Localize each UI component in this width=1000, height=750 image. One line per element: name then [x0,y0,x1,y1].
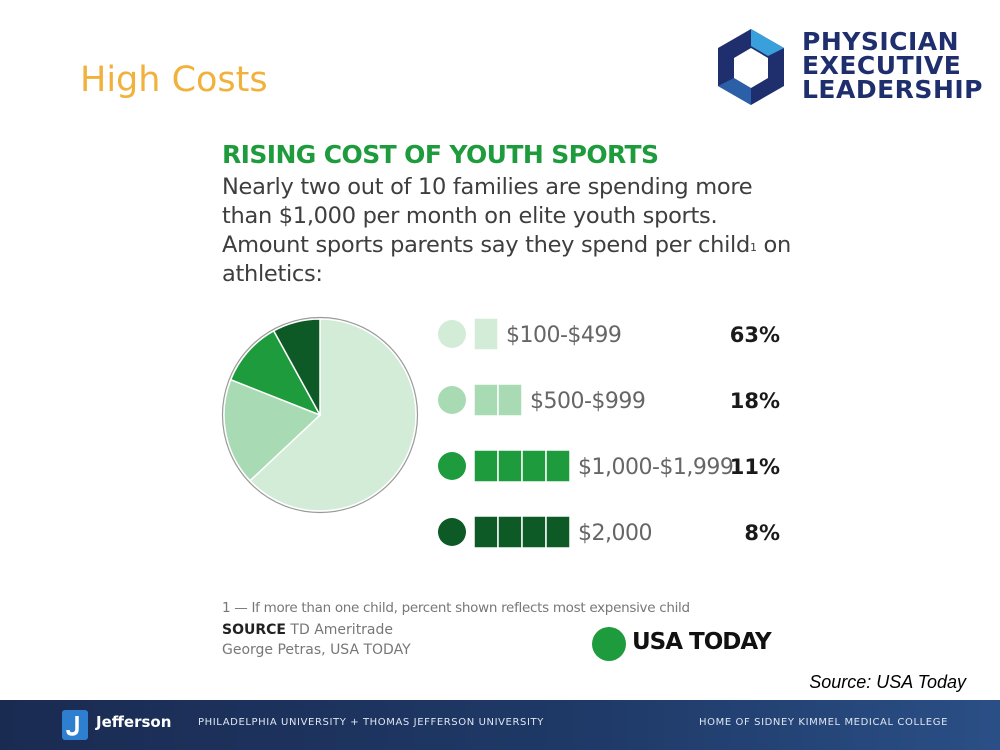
legend-bar-segment-500-999 [473,383,499,417]
source-value: TD Ameritrade [285,622,394,638]
cost-pie-chart [221,316,419,514]
legend-bar-segment-2-000 [497,515,523,549]
infographic-subtitle: Nearly two out of 10 families are spendi… [222,173,802,289]
legend-percent-500-999: 18% [730,389,780,413]
legend-bar-segment-1-000-1-999 [473,449,499,483]
logo-line-1: PHYSICIAN [802,27,960,56]
legend-bar-segment-2-000 [545,515,571,549]
footer-bar: Jefferson PHILADELPHIA UNIVERSITY + THOM… [0,700,1000,750]
pie-slice-500-999 [223,378,322,482]
legend-label-500-999: $500-$999 [530,389,645,414]
jefferson-j-icon [62,710,88,740]
footnote: 1 — If more than one child, percent show… [222,600,690,616]
cost-legend: $100-$499 63% $500-$999 18% $1,000-$1,99911%… [438,317,780,549]
legend-dot-100-499 [438,320,466,348]
infographic-title: RISING COST OF YOUTH SPORTS [222,140,659,169]
source-label: SOURCE [222,622,286,638]
legend-dot-1-000-1-999 [438,452,466,480]
legend-bar-segment-1-000-1-999 [497,449,523,483]
logo-wordmark: PHYSICIAN EXECUTIVE LEADERSHIP [802,27,983,104]
source-line: SOURCE TD Ameritrade [222,622,393,638]
legend-label-2-000: $2,000 [578,521,652,546]
legend-bar-segment-2-000 [521,515,547,549]
pie-outline [221,316,419,514]
legend-bar-segment-2-000 [473,515,499,549]
subtitle-footnote-marker: 1 [749,241,757,254]
subtitle-end: on athletics: [222,232,791,287]
subtitle-main: Nearly two out of 10 families are spendi… [222,174,753,258]
legend-dot-500-999 [438,386,466,414]
pie-slice-2-000 [272,318,321,416]
legend-bar-segment-500-999 [497,383,523,417]
legend-percent-100-499: 63% [730,323,780,347]
legend-bar-segment-100-499 [473,317,499,351]
physician-executive-leadership-logo: PHYSICIAN EXECUTIVE LEADERSHIP [710,26,983,108]
legend-bar-segment-1-000-1-999 [521,449,547,483]
slide-title: High Costs [80,60,268,100]
footer-universities: PHILADELPHIA UNIVERSITY + THOMAS JEFFERS… [198,717,544,728]
legend-label-100-499: $100-$499 [506,323,621,348]
pie-slice-100-499 [248,318,417,512]
legend-percent-2-000: 8% [744,521,780,545]
legend-bar-segment-1-000-1-999 [545,449,571,483]
legend-dot-2-000 [438,518,466,546]
hexagon-logo-icon [718,29,784,105]
legend-percent-1-000-1-999: 11% [730,455,780,479]
source-note: Source: USA Today [809,672,966,692]
graphic-credit: George Petras, USA TODAY [222,642,411,658]
usa-today-wordmark: USA TODAY [632,629,772,655]
usa-today-dot-icon [592,627,626,661]
jefferson-name: Jefferson [96,713,172,731]
logo-line-2: EXECUTIVE [802,51,962,80]
pie-slice-1-000-1-999 [229,329,322,417]
legend-label-1-000-1-999: $1,000-$1,999 [578,455,733,480]
logo-line-3: LEADERSHIP [802,75,983,104]
footer-tagline: HOME OF SIDNEY KIMMEL MEDICAL COLLEGE [699,717,948,728]
